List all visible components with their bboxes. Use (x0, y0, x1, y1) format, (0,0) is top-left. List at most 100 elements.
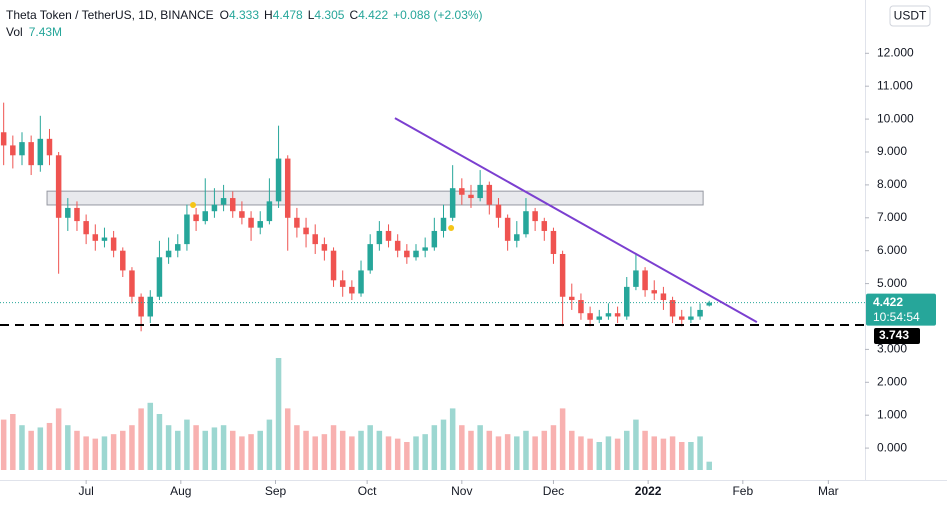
candle-body (614, 313, 621, 317)
volume-bar (28, 430, 34, 470)
volume-bar (569, 430, 575, 470)
candle-body (532, 211, 538, 222)
candle-body (559, 253, 566, 297)
candle-body (202, 211, 209, 222)
volume-bar (193, 425, 199, 470)
volume-bar (678, 442, 685, 470)
volume-bar (431, 425, 438, 470)
candle-body (46, 138, 53, 156)
volume-bar (46, 422, 53, 470)
volume-bar (697, 436, 703, 470)
plot (0, 102, 865, 470)
candle-body (678, 316, 685, 320)
candle-body (633, 270, 639, 287)
volume-bar (330, 425, 337, 470)
volume-bar (358, 430, 364, 470)
volume-bar (294, 425, 300, 470)
volume-bar (614, 438, 621, 470)
y-tick-label: 12.000 (877, 45, 914, 59)
last-price-badge (866, 293, 936, 326)
h-label: H (264, 8, 273, 22)
candle-body (110, 237, 117, 251)
c-value: 4.422 (358, 8, 388, 22)
candle-body (321, 244, 328, 251)
x-tick-label: Oct (358, 484, 377, 498)
candle-body (339, 280, 346, 287)
y-tick-label: 8.000 (877, 177, 907, 191)
candle-body (211, 204, 218, 212)
volume-bar (129, 425, 135, 470)
candle-body (404, 250, 410, 258)
support-badge (874, 327, 920, 344)
volume-bar (10, 414, 16, 470)
volume-bar (624, 430, 630, 470)
x-tick-label: Feb (732, 484, 753, 498)
candle-body (587, 313, 593, 320)
candle-body (477, 184, 483, 199)
candle-body (19, 142, 25, 156)
volume-bar (559, 408, 566, 470)
candle-body (147, 296, 154, 317)
candle-body (266, 201, 273, 222)
candle-body (569, 296, 575, 301)
y-tick-label: 7.000 (877, 210, 907, 224)
volume-bar (138, 408, 144, 470)
candle-body (129, 270, 135, 297)
l-value: 4.305 (314, 8, 344, 22)
volume-bar (367, 425, 373, 470)
candle-body (239, 211, 245, 218)
volume-bar (202, 430, 209, 470)
candle-body (486, 184, 493, 205)
candle-body (697, 309, 703, 317)
x-tick-label: Dec (543, 484, 564, 498)
volume-bar (504, 434, 511, 470)
volume-bar (413, 436, 419, 470)
c-label: C (349, 8, 358, 22)
x-tick-label: Nov (451, 484, 472, 498)
volume-bar (514, 436, 520, 470)
candle-body (468, 194, 474, 199)
y-tick-label: 5.000 (877, 276, 907, 290)
volume-bar (532, 436, 538, 470)
x-tick-label: Jul (78, 484, 93, 498)
candle-body (642, 270, 648, 291)
o-label: O (220, 8, 229, 22)
volume-bar (312, 436, 318, 470)
y-tick-label: 11.000 (877, 78, 913, 92)
volume-bar (55, 408, 62, 470)
volume-bar (449, 408, 456, 470)
candle-body (175, 244, 181, 251)
vol-value: 7.43M (29, 25, 62, 39)
currency[interactable]: USDT (894, 9, 927, 23)
volume-bar (110, 434, 117, 470)
currency-button[interactable] (889, 5, 931, 27)
volume-bar (120, 430, 126, 470)
countdown: 10:54:54 (873, 310, 920, 324)
volume-bar (550, 425, 557, 470)
volume-bar (37, 427, 44, 470)
volume-bar (394, 438, 401, 470)
candle-body (669, 300, 676, 317)
candle-body (431, 230, 438, 248)
y-tick-label: 0.000 (877, 440, 907, 454)
volume-bar (175, 430, 181, 470)
candle-body (220, 198, 227, 205)
volume-bar (541, 430, 548, 470)
x-tick-label: Sep (265, 484, 287, 498)
last-price-label: 4.422 (873, 295, 903, 309)
volume-bar (92, 438, 99, 470)
y-tick-label: 3.000 (877, 342, 907, 356)
volume-bar (303, 430, 309, 470)
volume-bar (651, 436, 657, 470)
candle-body (495, 204, 502, 218)
candle-body (550, 230, 557, 254)
candle-body (229, 198, 236, 212)
candle-body (358, 270, 364, 294)
volume-bar (385, 436, 392, 470)
candle-body (294, 217, 300, 228)
volume-bar (523, 430, 529, 470)
candle-body (449, 188, 456, 218)
volume-bar (642, 430, 648, 470)
candle-body (523, 211, 529, 235)
